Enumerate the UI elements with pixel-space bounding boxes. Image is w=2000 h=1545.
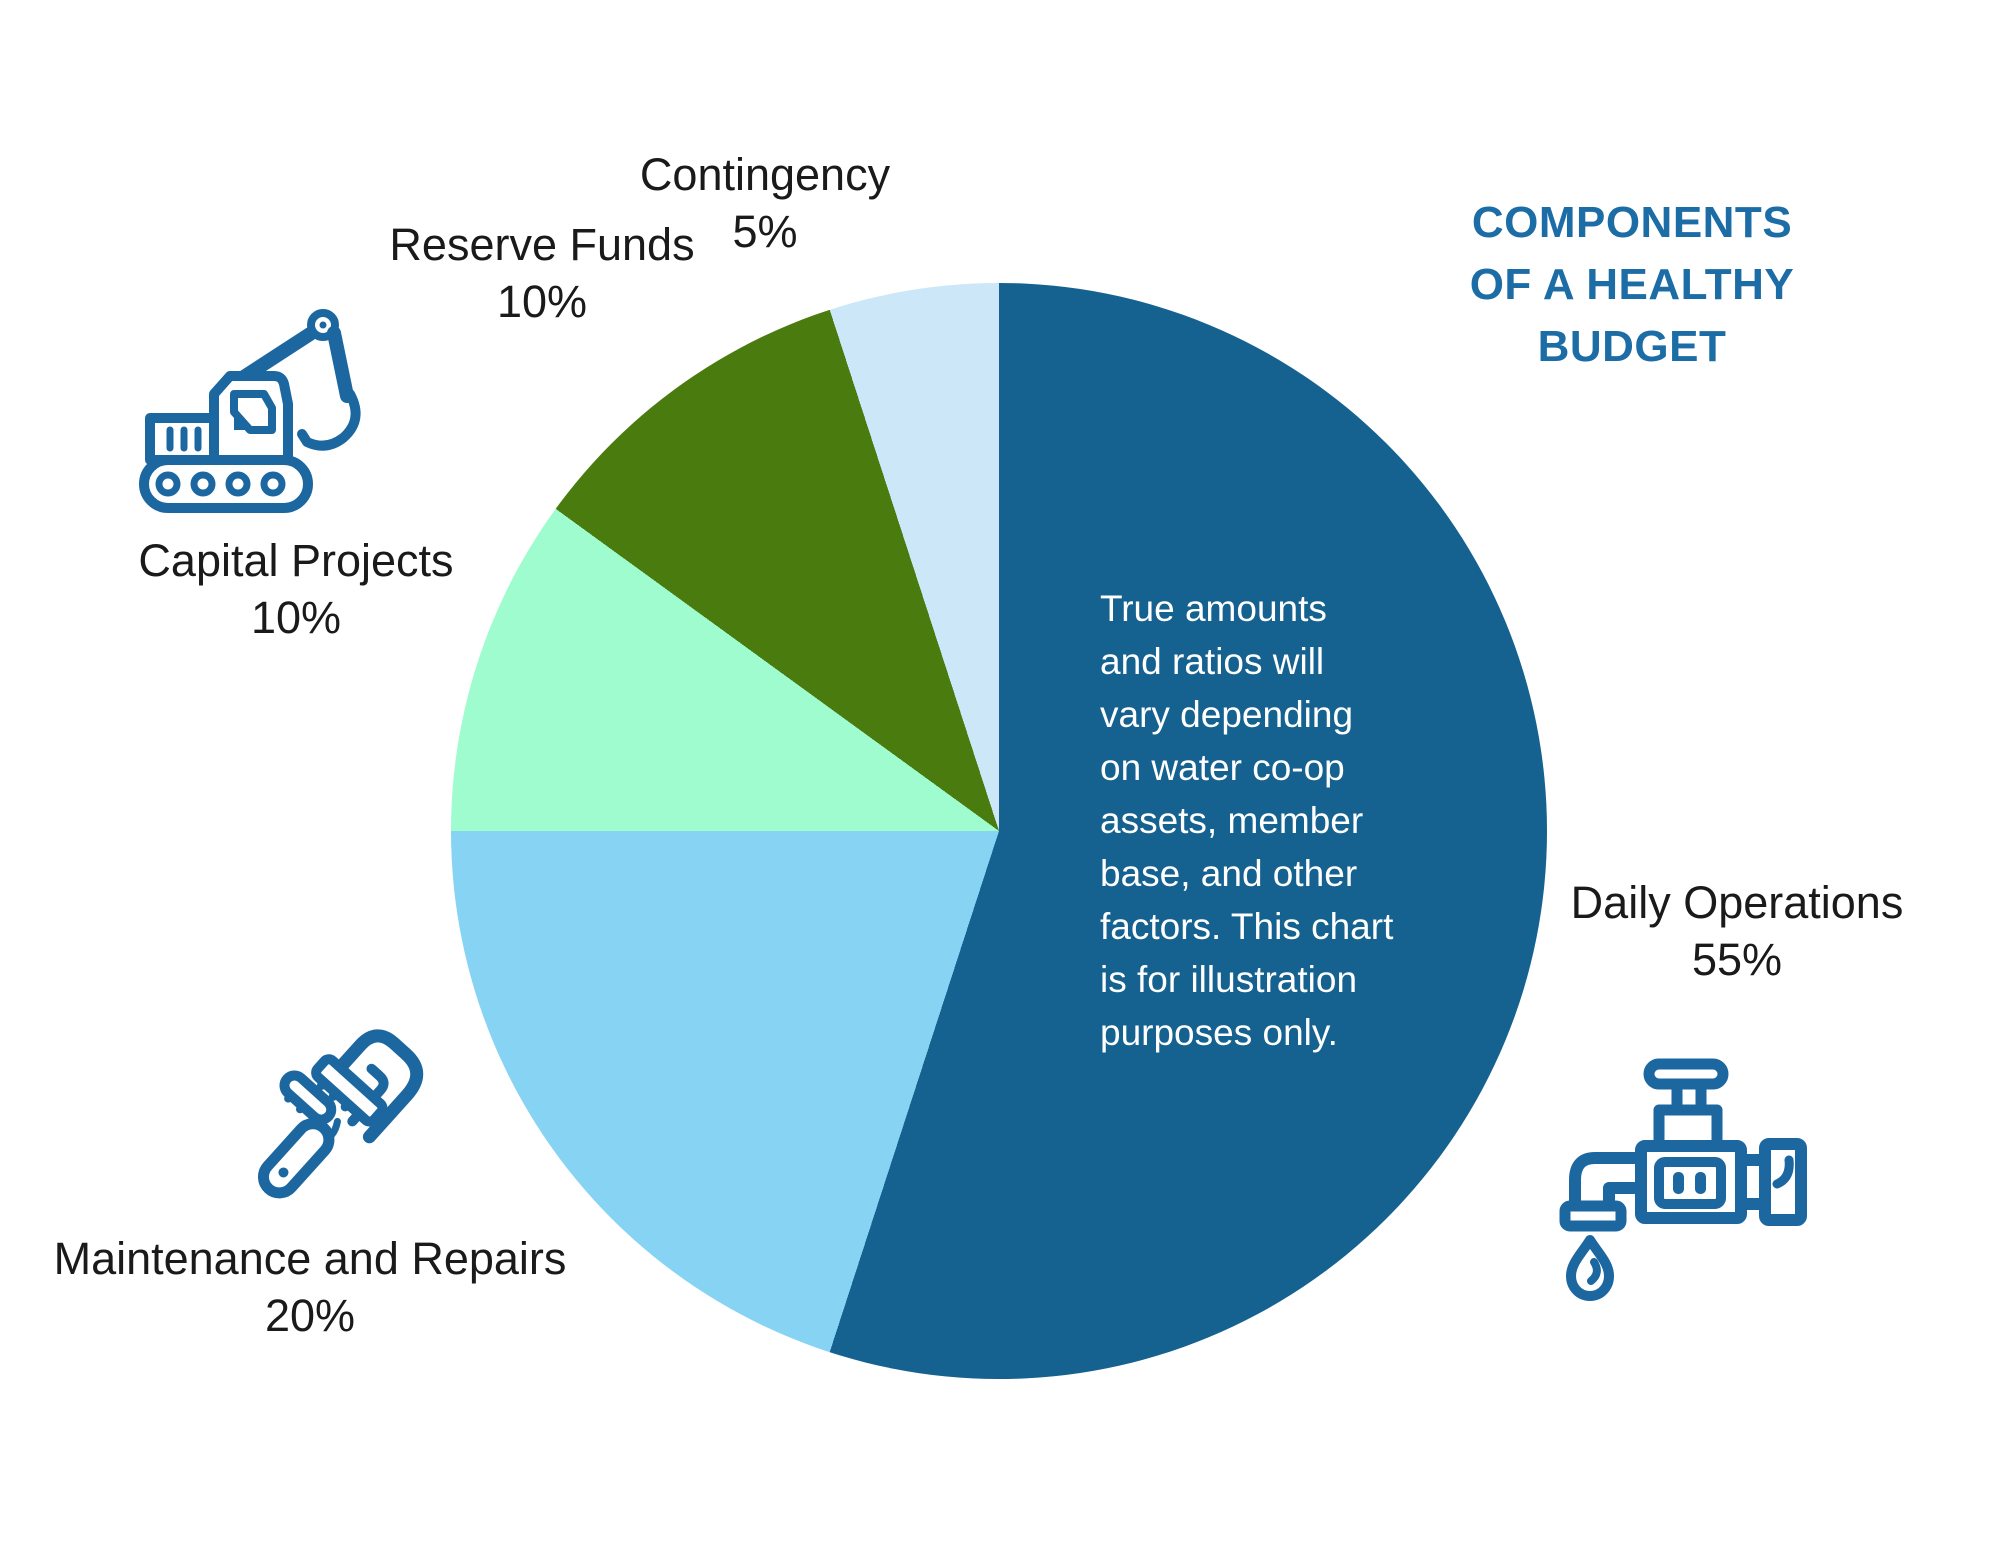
label-maintenance-repairs-pct: 20% [264,1290,356,1341]
label-capital-projects-name: Capital Projects [138,535,454,586]
label-maintenance-repairs-name: Maintenance and Repairs [53,1233,567,1284]
excavator-icon [139,306,364,520]
label-capital-projects-pct: 10% [250,592,342,643]
label-daily-operations: Daily Operations 55% [1571,874,1904,988]
faucet-icon [1559,1056,1807,1306]
label-contingency-name: Contingency [639,149,891,200]
label-capital-projects: Capital Projects 10% [138,532,453,646]
label-reserve-funds: Reserve Funds 10% [389,216,694,330]
pie-chart [451,283,1547,1379]
label-reserve-funds-pct: 10% [496,276,588,327]
label-maintenance-repairs: Maintenance and Repairs 20% [54,1230,567,1344]
label-daily-operations-pct: 55% [1691,934,1783,985]
label-contingency-pct: 5% [732,206,798,257]
pie-annotation-text: True amounts and ratios will vary depend… [1100,588,1394,1053]
label-contingency: Contingency 5% [640,146,890,260]
page-title: COMPONENTS OF A HEALTHY BUDGET [1469,198,1795,371]
label-reserve-funds-name: Reserve Funds [389,219,695,270]
pipe-wrench-icon [257,1018,424,1203]
label-daily-operations-name: Daily Operations [1570,877,1904,928]
